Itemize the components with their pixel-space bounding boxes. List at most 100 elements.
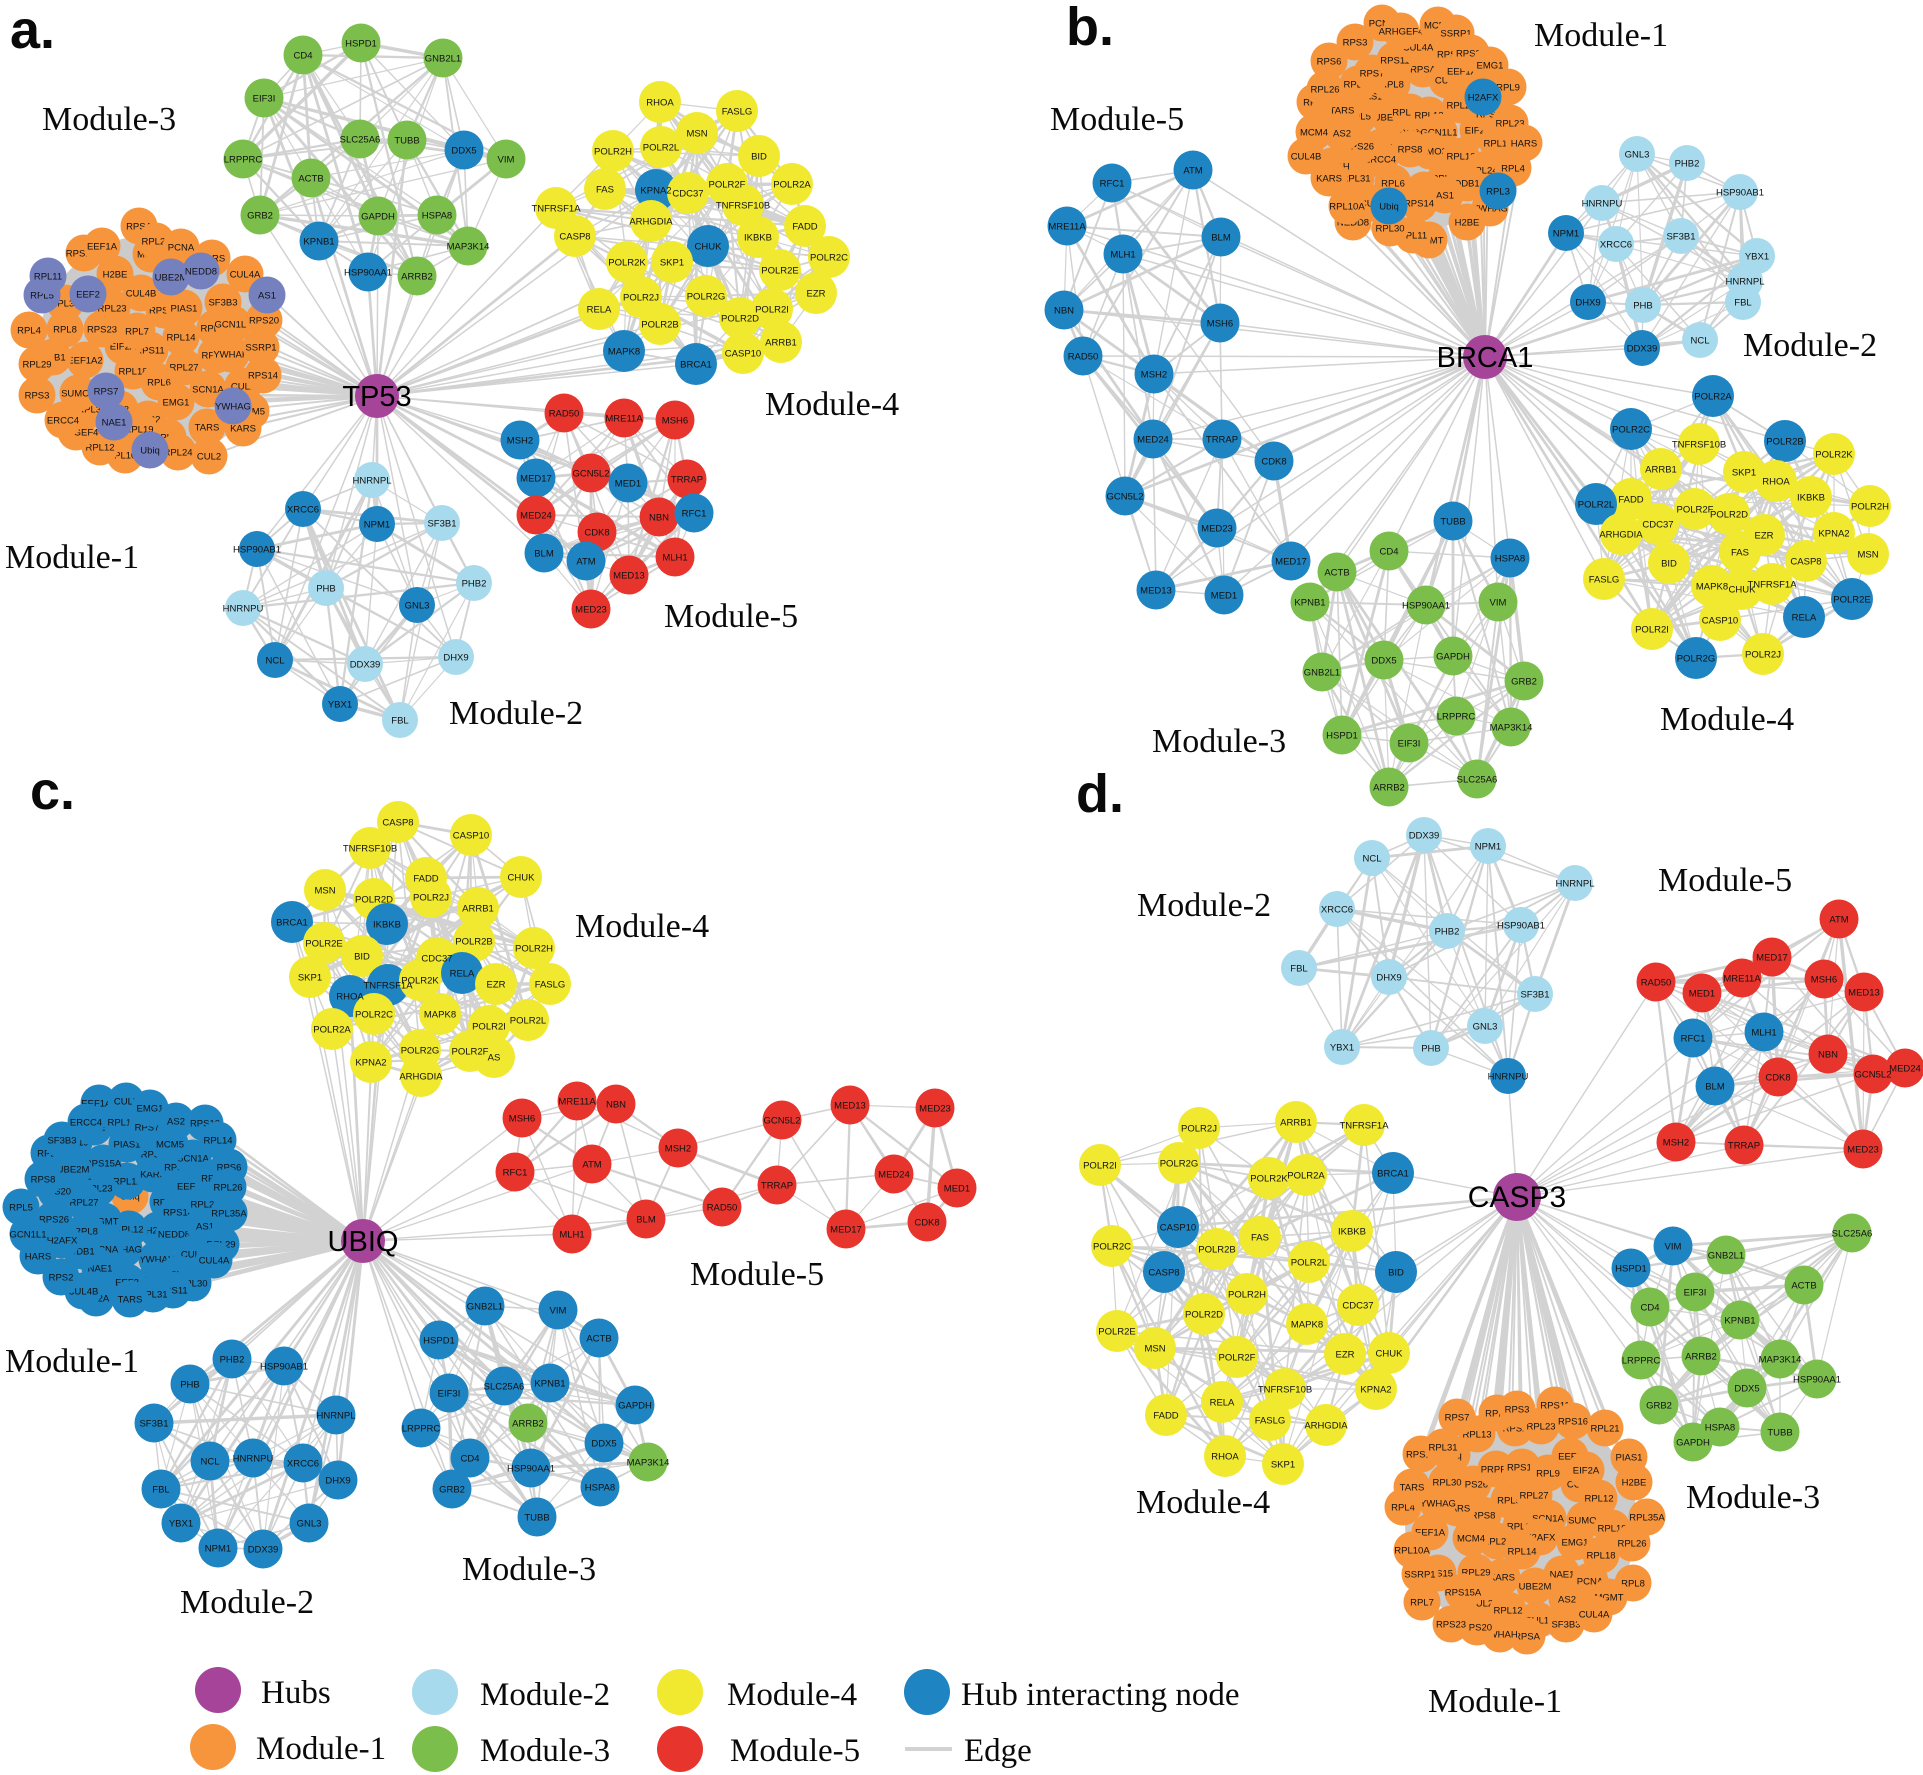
svg-text:XRCC6: XRCC6 [1600, 240, 1632, 251]
svg-text:RPL24: RPL24 [1482, 1537, 1511, 1548]
svg-text:RPS8: RPS8 [31, 1175, 56, 1186]
svg-text:HSPA8: HSPA8 [585, 1483, 615, 1494]
svg-text:RPL14: RPL14 [203, 1136, 232, 1147]
svg-text:MED17: MED17 [520, 474, 552, 485]
svg-text:HSP90AB1: HSP90AB1 [1716, 188, 1764, 199]
svg-text:VIM: VIM [1490, 598, 1507, 609]
svg-text:TUBB: TUBB [524, 1513, 549, 1524]
svg-text:IKBKB: IKBKB [744, 233, 772, 244]
svg-text:ACTB: ACTB [1324, 568, 1349, 579]
svg-text:RPS8: RPS8 [1398, 145, 1423, 156]
svg-text:POLR2L: POLR2L [1578, 500, 1614, 511]
svg-text:MSH2: MSH2 [665, 1144, 691, 1155]
svg-text:NPM1: NPM1 [1475, 842, 1501, 853]
svg-text:RAD50: RAD50 [1641, 978, 1672, 989]
svg-text:MED1: MED1 [1211, 591, 1237, 602]
svg-text:TNFRSF1A: TNFRSF1A [531, 204, 581, 215]
svg-text:SKP1: SKP1 [298, 973, 322, 984]
svg-text:CASP8: CASP8 [382, 818, 413, 829]
svg-text:POLR2D: POLR2D [355, 895, 393, 906]
svg-text:POLR2J: POLR2J [1745, 650, 1781, 661]
svg-text:RPS3: RPS3 [141, 1150, 166, 1161]
svg-text:RPL31: RPL31 [1428, 1443, 1457, 1454]
svg-text:RELA: RELA [587, 305, 612, 316]
svg-text:POLR2L: POLR2L [1291, 1258, 1327, 1269]
svg-text:RPS11: RPS11 [158, 1286, 187, 1297]
svg-text:NPM1: NPM1 [205, 1544, 231, 1555]
svg-text:GAPDH: GAPDH [361, 212, 395, 223]
svg-text:AS1: AS1 [1436, 191, 1454, 202]
svg-text:RPL12: RPL12 [85, 443, 114, 454]
svg-text:LRPPRC: LRPPRC [224, 155, 263, 166]
svg-text:MED1: MED1 [944, 1184, 970, 1195]
svg-text:NBN: NBN [606, 1100, 626, 1111]
svg-text:PRPF3: PRPF3 [1481, 1465, 1512, 1476]
svg-text:Edge: Edge [964, 1733, 1032, 1769]
svg-text:RPL12: RPL12 [200, 324, 229, 335]
svg-text:MRE11A: MRE11A [1048, 222, 1086, 233]
svg-text:PCNA: PCNA [1369, 19, 1396, 30]
svg-text:POLR2D: POLR2D [1710, 510, 1748, 521]
svg-text:PHB: PHB [1421, 1044, 1441, 1055]
svg-text:H2AFX: H2AFX [1468, 93, 1499, 104]
svg-text:POLR2I: POLR2I [755, 305, 789, 316]
svg-text:RPS6: RPS6 [1317, 57, 1342, 68]
svg-text:POLR2K: POLR2K [401, 976, 439, 987]
svg-text:FASLG: FASLG [535, 980, 566, 991]
svg-text:MSH6: MSH6 [1811, 975, 1837, 986]
svg-text:Module-1: Module-1 [1534, 17, 1668, 54]
svg-text:KPNB1: KPNB1 [534, 1379, 565, 1390]
svg-text:RPL18: RPL18 [118, 367, 147, 378]
svg-text:RHOA: RHOA [336, 992, 364, 1003]
svg-text:RELA: RELA [450, 969, 475, 980]
svg-text:RPS7: RPS7 [94, 387, 119, 398]
svg-text:H2BE: H2BE [1455, 218, 1480, 229]
svg-text:RPL11: RPL11 [113, 1177, 141, 1188]
svg-text:CDK8: CDK8 [1765, 1073, 1790, 1084]
svg-text:MSH2: MSH2 [1141, 370, 1167, 381]
svg-text:GCN5L2: GCN5L2 [1107, 492, 1144, 503]
svg-text:SCN1A: SCN1A [177, 1154, 209, 1165]
svg-text:EIF3I: EIF3I [1684, 1288, 1707, 1299]
svg-text:IKBKB: IKBKB [1338, 1227, 1366, 1238]
svg-text:CUL4A: CUL4A [1403, 43, 1434, 54]
svg-text:RELA: RELA [1792, 613, 1817, 624]
svg-text:HSPD1: HSPD1 [345, 39, 377, 50]
svg-text:NBN: NBN [1818, 1050, 1838, 1061]
svg-text:PHB: PHB [316, 584, 336, 595]
svg-text:RPL27: RPL27 [169, 363, 198, 374]
svg-text:EMG1: EMG1 [1477, 61, 1504, 72]
svg-text:MED1: MED1 [615, 479, 641, 490]
svg-text:POLR2H: POLR2H [1228, 1290, 1266, 1301]
svg-text:EZR: EZR [807, 289, 826, 300]
svg-text:RPS7: RPS7 [135, 1123, 160, 1134]
svg-text:FASLG: FASLG [1255, 1416, 1286, 1427]
svg-text:ARHGEF4: ARHGEF4 [1379, 27, 1424, 38]
svg-text:ACTB: ACTB [586, 1334, 611, 1345]
svg-text:RPS6: RPS6 [217, 1163, 242, 1174]
svg-text:RPL30: RPL30 [178, 1279, 207, 1290]
svg-text:RPS14: RPS14 [1404, 199, 1434, 210]
svg-text:MCM5: MCM5 [1424, 21, 1452, 32]
svg-text:RPL30: RPL30 [1375, 224, 1404, 235]
svg-text:POLR2I: POLR2I [1635, 625, 1669, 636]
svg-text:EIF2A: EIF2A [1573, 1466, 1600, 1477]
svg-text:VIM: VIM [1665, 1242, 1682, 1253]
svg-text:FASLG: FASLG [722, 107, 753, 118]
svg-text:CASP8: CASP8 [1148, 1268, 1179, 1279]
svg-text:TNFRSF10B: TNFRSF10B [1258, 1385, 1312, 1396]
svg-text:HNRNPL: HNRNPL [1725, 277, 1764, 288]
svg-text:NPM1: NPM1 [364, 520, 390, 531]
svg-text:RPL6: RPL6 [1485, 1409, 1509, 1420]
svg-text:SSRP1: SSRP1 [1440, 29, 1471, 40]
svg-text:TRRAP: TRRAP [671, 475, 703, 486]
svg-text:PCNA: PCNA [168, 243, 195, 254]
svg-text:YWHAG: YWHAG [106, 1245, 142, 1256]
svg-text:SF3B3: SF3B3 [1551, 1620, 1580, 1631]
svg-text:HNRNPL: HNRNPL [1555, 879, 1594, 890]
svg-text:TUBB: TUBB [1440, 517, 1465, 528]
svg-text:RPL35A: RPL35A [1629, 1513, 1665, 1524]
svg-text:MAPK8: MAPK8 [424, 1010, 456, 1021]
svg-text:DHX9: DHX9 [325, 1476, 350, 1487]
svg-text:EZR: EZR [1755, 531, 1774, 542]
